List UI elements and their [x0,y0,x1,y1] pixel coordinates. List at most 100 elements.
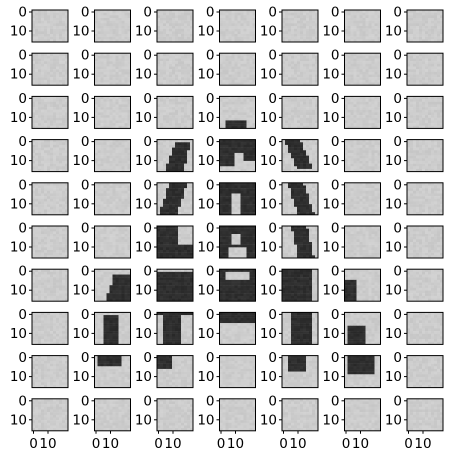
patch-pixel [166,112,170,116]
patch-pixel [374,69,378,73]
patch-pixel [50,193,54,197]
patch-pixel [228,20,232,24]
patch-pixel [422,71,426,75]
patch-pixel [109,193,113,197]
patch-pixel [243,74,247,78]
patch-pixel [371,31,375,35]
patch-pixel [175,139,179,143]
patch-pixel [65,150,69,154]
patch-pixel [187,155,191,159]
patch-pixel [303,150,307,154]
patch-pixel [124,150,128,154]
patch-pixel [225,185,229,189]
patch-pixel [127,71,131,75]
panel-border [156,52,194,86]
patch-pixel [285,185,289,189]
patch-pixel [407,36,411,40]
patch-pixel [38,26,42,29]
patch-pixel [231,39,235,43]
patch-pixel [312,104,316,108]
patch-pixel [356,206,360,210]
patch-pixel [157,155,161,159]
patch-pixel [157,31,161,35]
patch-pixel [422,63,426,67]
patch-pixel [100,107,104,110]
patch-pixel [347,112,351,116]
patch-pixel [249,20,253,24]
patch-pixel [175,188,179,191]
patch-pixel [243,31,247,35]
patch-pixel [50,28,54,32]
patch-pixel [100,115,104,118]
patch-pixel [422,115,426,118]
patch-pixel [100,196,104,199]
patch-pixel [65,166,69,170]
patch-pixel [228,74,232,78]
patch-pixel [32,125,36,129]
patch-pixel [103,196,107,199]
patch-pixel [121,142,125,146]
patch-pixel [157,206,161,210]
patch-pixel [347,201,351,205]
patch-pixel [303,182,307,186]
patch-pixel [160,107,164,110]
patch-pixel [377,185,381,189]
patch-pixel [187,117,191,121]
patch-pixel [431,23,435,27]
patch-pixel [115,61,119,65]
patch-pixel [59,99,63,102]
patch-pixel [294,144,298,148]
patch-pixel [172,63,176,67]
patch-pixel [231,115,235,118]
patch-pixel [62,166,66,170]
patch-pixel [312,23,316,27]
patch-pixel [252,152,256,156]
patch-pixel [219,101,223,105]
patch-pixel [187,15,191,19]
patch-pixel [431,144,435,148]
patch-pixel [222,212,226,215]
patch-pixel [303,117,307,121]
patch-pixel [243,63,247,67]
patch-pixel [249,74,253,78]
patch-pixel [312,152,316,156]
patch-pixel [347,163,351,167]
panel-border [219,52,256,86]
patch-pixel [356,150,360,154]
patch-pixel [112,158,116,162]
patch-pixel [350,31,354,35]
patch-pixel [166,206,170,210]
panel-r4-c4 [279,182,319,216]
patch-pixel [109,77,113,81]
patch-pixel [47,147,51,151]
patch-pixel [47,166,51,170]
patch-pixel [419,101,423,105]
patch-pixel [312,190,316,194]
patch-pixel [38,206,42,210]
patch-pixel [103,63,107,67]
patch-pixel [38,125,42,129]
patch-pixel [103,28,107,32]
patch-pixel [243,117,247,121]
patch-pixel [240,28,244,32]
patch-pixel [243,201,247,205]
patch-pixel [219,160,223,164]
patch-pixel [106,139,110,143]
patch-pixel [219,155,223,159]
patch-pixel [166,77,170,81]
patch-pixel [97,34,101,37]
patch-pixel [282,117,286,121]
patch-pixel [291,61,295,65]
patch-pixel [294,69,298,73]
patch-pixel [172,10,176,13]
patch-pixel [431,79,435,83]
patch-pixel [374,53,378,57]
patch-pixel [187,198,191,202]
patch-pixel [315,77,319,81]
patch-pixel [106,58,110,62]
patch-pixel [172,168,176,172]
patch-pixel [437,160,441,164]
patch-pixel [234,147,238,151]
patch-pixel [157,115,161,118]
patch-pixel [109,55,113,59]
